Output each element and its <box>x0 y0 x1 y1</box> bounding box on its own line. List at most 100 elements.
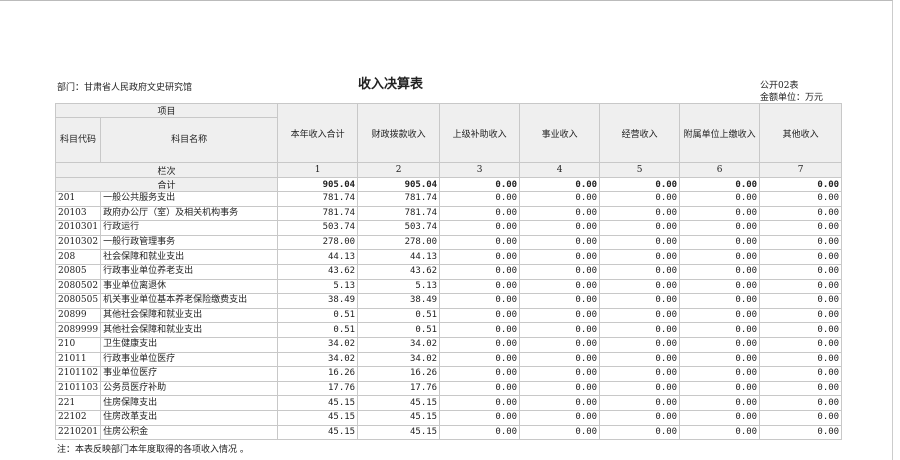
row-value: 0.00 <box>679 205 761 222</box>
row-value: 0.00 <box>599 380 681 397</box>
row-value: 0.00 <box>519 409 601 426</box>
row-value: 0.00 <box>599 366 681 382</box>
table-row: 210 卫生健康支出 34.02 34.02 0.00 0.00 0.00 0.00 0.00 <box>54 336 843 353</box>
total-label: 合计 <box>54 177 279 192</box>
header-seq-2: 2 <box>357 162 441 178</box>
header-col-6: 附属单位上缴收入 <box>679 103 761 163</box>
header-seq-4: 4 <box>519 162 601 178</box>
row-value: 0.00 <box>759 424 843 441</box>
table-row: 22102 住房改革支出 45.15 45.15 0.00 0.00 0.00 0.00 0.0… <box>54 409 843 426</box>
table-row: 20805 行政事业单位养老支出 43.62 43.62 0.00 0.00 0.00 0.0… <box>54 263 843 280</box>
row-value: 0.00 <box>519 351 601 368</box>
row-name: 公务员医疗补助 <box>100 380 279 397</box>
department-label: 部门：甘肃省人民政府文史研究馆 <box>57 83 193 93</box>
row-value: 0.00 <box>519 424 601 441</box>
row-code: 2101102 <box>54 366 102 382</box>
row-value: 0.00 <box>599 351 681 368</box>
row-value: 0.00 <box>519 205 601 222</box>
row-value: 0.00 <box>519 191 601 207</box>
header-seq-1: 1 <box>277 162 359 178</box>
table-row: 2010301 行政运行 503.74 503.74 0.00 0.00 0.00 0.00 0… <box>54 220 843 236</box>
row-name: 住房改革支出 <box>100 409 279 426</box>
row-code: 20103 <box>54 205 102 222</box>
row-value: 38.49 <box>277 293 359 309</box>
row-value: 0.00 <box>759 234 843 251</box>
row-value: 0.00 <box>759 336 843 353</box>
row-code: 2010302 <box>54 234 102 251</box>
row-name: 机关事业单位基本养老保险缴费支出 <box>100 293 279 309</box>
row-value: 0.00 <box>759 366 843 382</box>
row-value: 0.00 <box>439 234 521 251</box>
row-value: 0.00 <box>759 263 843 280</box>
row-value: 0.51 <box>277 307 359 324</box>
table-row: 2010302 一般行政管理事务 278.00 278.00 0.00 0.00 0.00 0… <box>54 234 843 251</box>
row-value: 0.00 <box>519 336 601 353</box>
header-col-4: 事业收入 <box>519 103 601 163</box>
row-value: 781.74 <box>357 191 441 207</box>
row-value: 0.00 <box>439 293 521 309</box>
row-value: 0.00 <box>599 293 681 309</box>
row-value: 34.02 <box>277 336 359 353</box>
row-name: 社会保障和就业支出 <box>100 249 279 265</box>
income-table: 项目 本年收入合计 财政拨款收入 上级补助收入 事业收入 经营收入 附属单位上缴… <box>54 103 843 441</box>
row-name: 一般行政管理事务 <box>100 234 279 251</box>
row-value: 0.00 <box>599 234 681 251</box>
row-value: 43.62 <box>277 263 359 280</box>
row-value: 278.00 <box>357 234 441 251</box>
row-value: 45.15 <box>357 424 441 441</box>
row-value: 0.00 <box>439 191 521 207</box>
total-value: 0.00 <box>519 177 601 192</box>
row-value: 0.00 <box>759 351 843 368</box>
row-code: 221 <box>54 395 102 411</box>
header-seq-3: 3 <box>439 162 521 178</box>
row-value: 44.13 <box>357 249 441 265</box>
table-row: 221 住房保障支出 45.15 45.15 0.00 0.00 0.00 0.00 0.00 <box>54 395 843 411</box>
row-value: 0.00 <box>519 380 601 397</box>
row-value: 0.51 <box>357 307 441 324</box>
row-value: 0.00 <box>439 351 521 368</box>
row-name: 事业单位离退休 <box>100 278 279 295</box>
total-value: 905.04 <box>357 177 441 192</box>
table-row: 2101103 公务员医疗补助 17.76 17.76 0.00 0.00 0.00 0.00… <box>54 380 843 397</box>
row-value: 0.00 <box>599 220 681 236</box>
row-value: 38.49 <box>357 293 441 309</box>
row-value: 45.15 <box>277 395 359 411</box>
row-value: 34.02 <box>357 351 441 368</box>
row-value: 45.15 <box>357 409 441 426</box>
row-value: 0.00 <box>599 395 681 411</box>
page-title: 收入决算表 <box>358 77 424 92</box>
row-value: 0.00 <box>759 220 843 236</box>
row-value: 0.00 <box>679 293 761 309</box>
row-value: 34.02 <box>357 336 441 353</box>
form-number: 公开02表 <box>760 81 799 91</box>
table-row: 2089999 其他社会保障和就业支出 0.51 0.51 0.00 0.00 0.00 0.… <box>54 322 843 338</box>
header-item: 项目 <box>54 103 279 118</box>
row-value: 0.00 <box>679 249 761 265</box>
row-value: 0.00 <box>599 409 681 426</box>
row-name: 行政运行 <box>100 220 279 236</box>
row-value: 0.00 <box>599 424 681 441</box>
row-value: 0.00 <box>519 220 601 236</box>
row-value: 0.00 <box>519 278 601 295</box>
row-value: 0.00 <box>599 263 681 280</box>
row-value: 0.00 <box>679 322 761 338</box>
table-row: 2210201 住房公积金 45.15 45.15 0.00 0.00 0.00 0.00 0.… <box>54 424 843 441</box>
row-value: 0.51 <box>357 322 441 338</box>
row-value: 0.00 <box>439 322 521 338</box>
row-value: 44.13 <box>277 249 359 265</box>
row-value: 0.00 <box>759 409 843 426</box>
row-value: 0.00 <box>439 395 521 411</box>
row-value: 16.26 <box>277 366 359 382</box>
row-value: 0.00 <box>599 191 681 207</box>
row-value: 17.76 <box>357 380 441 397</box>
row-value: 0.00 <box>599 278 681 295</box>
row-code: 210 <box>54 336 102 353</box>
row-value: 0.00 <box>679 278 761 295</box>
row-code: 2089999 <box>54 322 102 338</box>
header-name: 科目名称 <box>100 117 279 163</box>
header-col-7: 其他收入 <box>759 103 843 163</box>
footnote: 注：本表反映部门本年度取得的各项收入情况 。 <box>57 445 249 455</box>
row-code: 2101103 <box>54 380 102 397</box>
row-name: 事业单位医疗 <box>100 366 279 382</box>
